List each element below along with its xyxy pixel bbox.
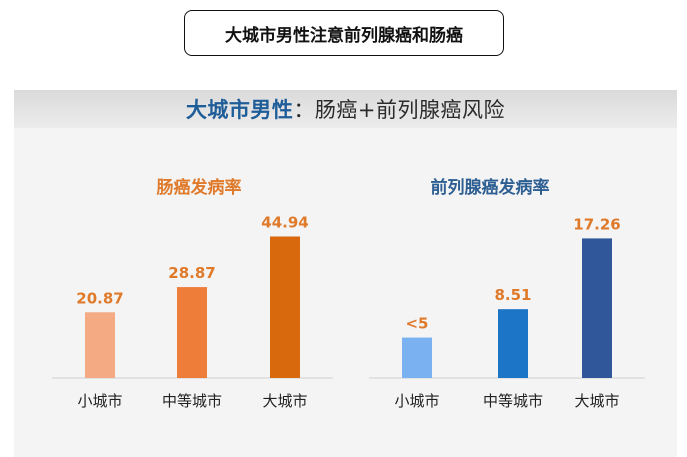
- chart-2-bar: [402, 337, 432, 378]
- chart-2-data-label: 17.26: [573, 215, 620, 233]
- chart-2-title: 前列腺癌发病率: [431, 177, 550, 198]
- chart-panel: 大城市男性 ：肠癌+前列腺癌风险 肠癌发病率 20.87 小城市 28.87 中等城市 44…: [14, 90, 677, 457]
- chart-1-category-label: 大城市: [262, 392, 307, 410]
- chart-2-data-label: 8.51: [494, 286, 531, 304]
- chart-2-category-label: 小城市: [394, 392, 439, 410]
- chart-2-data-label: <5: [405, 315, 428, 333]
- chart-2-bar: [498, 309, 528, 378]
- chart-2-bar: [582, 238, 612, 378]
- slide-title: 大城市男性注意前列腺癌和肠癌: [184, 10, 504, 56]
- chart-2-category-label: 大城市: [574, 392, 619, 410]
- charts-canvas: 肠癌发病率 20.87 小城市 28.87 中等城市 44.94 大城市 前列腺癌发病率 <5 小…: [52, 177, 645, 410]
- chart-1-bar: [270, 236, 300, 378]
- chart-1-bar: [85, 312, 115, 378]
- chart-1-data-label: 20.87: [76, 289, 123, 307]
- chart-1-bar: [177, 287, 207, 378]
- panel-title-highlight: 大城市男性: [185, 98, 294, 122]
- chart-1-data-label: 28.87: [168, 264, 215, 282]
- chart-1-title: 肠癌发病率: [157, 177, 242, 198]
- chart-1-category-label: 小城市: [77, 392, 122, 410]
- panel-title-rest: ：肠癌+前列腺癌风险: [293, 98, 506, 122]
- chart-1-category-label: 中等城市: [162, 392, 222, 410]
- panel-header: 大城市男性 ：肠癌+前列腺癌风险: [14, 90, 677, 128]
- chart-1-data-label: 44.94: [261, 213, 308, 231]
- chart-2-category-label: 中等城市: [483, 392, 543, 410]
